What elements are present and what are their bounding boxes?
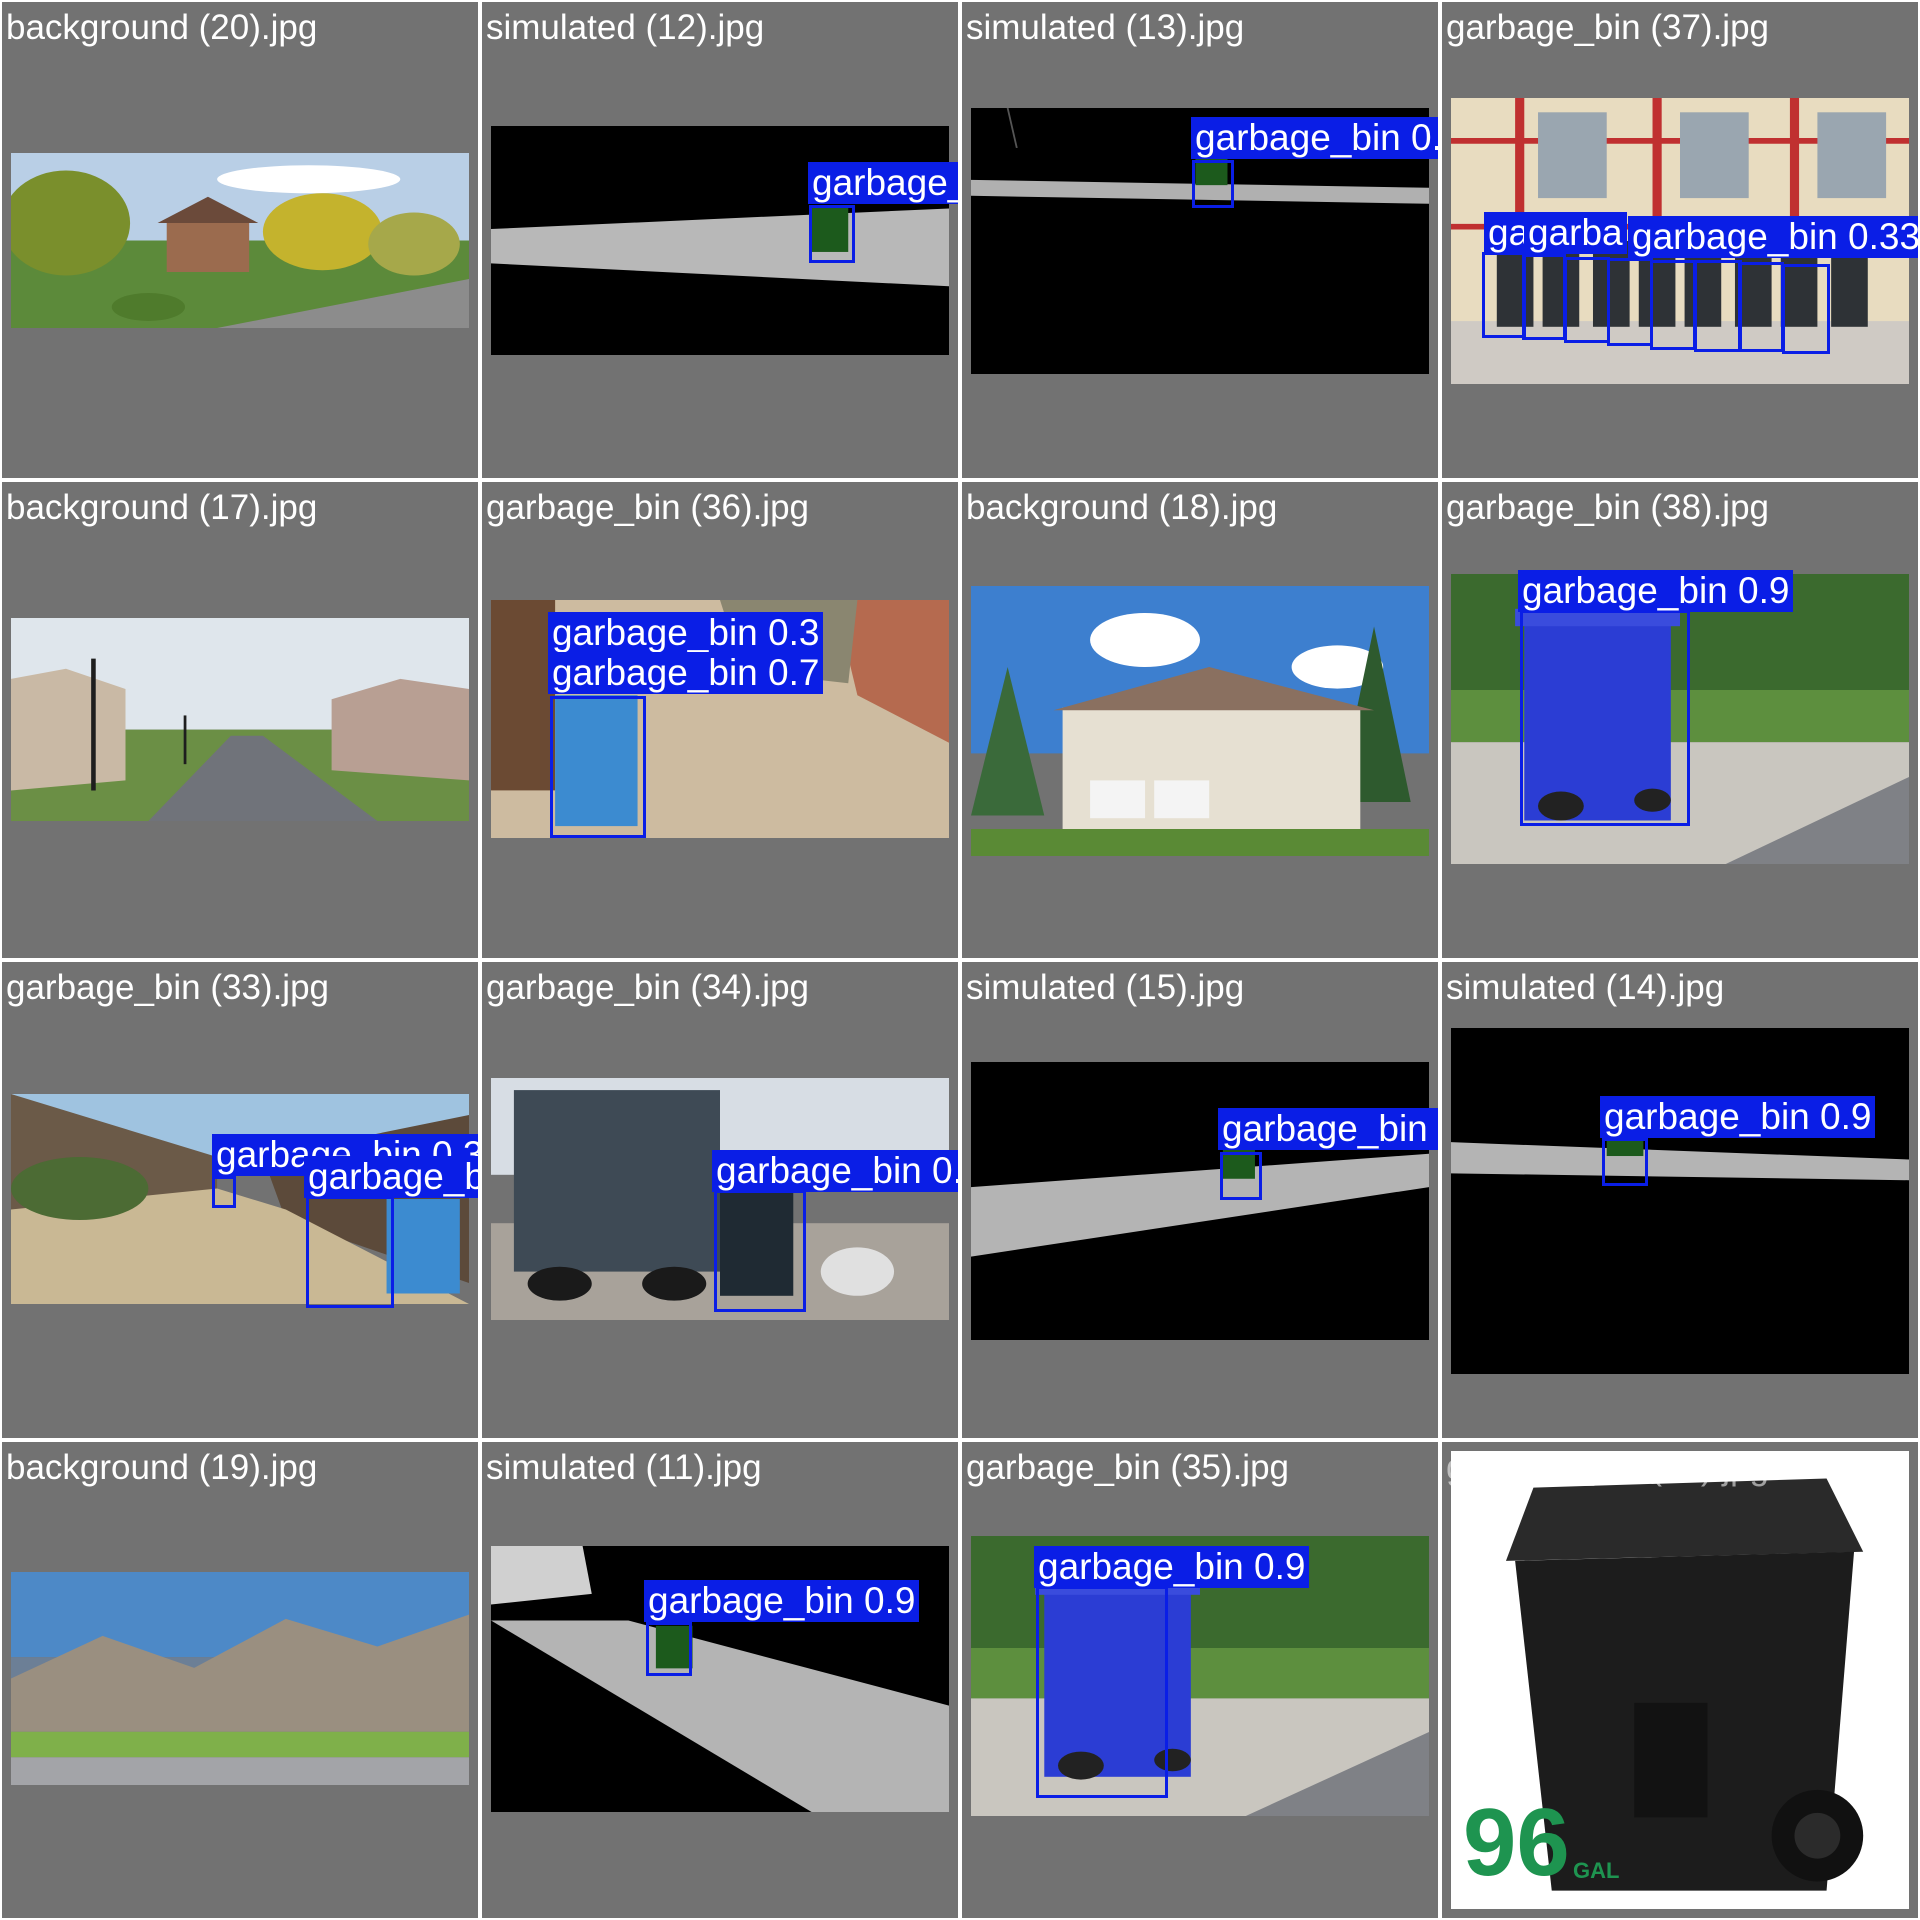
tile-garbage-bin-38: garbage_bin (38).jpg garbage_bin 0.9 <box>1442 482 1918 958</box>
tile-filename: background (17).jpg <box>6 488 318 527</box>
detection-label: garbage_bin 0.9 <box>712 1150 958 1192</box>
detection-label: garbage_bin 1.0 <box>1218 1108 1438 1150</box>
photo-blue-bin-along-fence <box>11 1094 469 1304</box>
tile-background-19: background (19).jpg <box>2 1442 478 1918</box>
photo-simulated-road <box>1451 1028 1909 1374</box>
photo-simulated-road <box>491 126 949 355</box>
tile-garbage-bin-34: garbage_bin (34).jpg garbage_bin 0.9 <box>482 962 958 1438</box>
capacity-number: 96 <box>1463 1789 1570 1896</box>
tile-garbage-bin-39: 96 GAL garbage_bin (39).jpg <box>1442 1442 1918 1918</box>
tile-filename: garbage_bin (39).jpg <box>1446 1448 1770 1487</box>
photo-row-of-townhouses <box>11 1572 469 1785</box>
capacity-unit: GAL <box>1573 1859 1619 1883</box>
tile-simulated-13: simulated (13).jpg garbage_bin 0.9 <box>962 2 1438 478</box>
photo-black-96-gallon-cart: 96 GAL <box>1451 1451 1909 1909</box>
tile-filename: garbage_bin (33).jpg <box>6 968 330 1007</box>
tile-simulated-12: simulated (12).jpg garbage_bin 0.9 <box>482 2 958 478</box>
tile-filename: simulated (11).jpg <box>486 1448 762 1487</box>
tile-filename: simulated (13).jpg <box>966 8 1245 47</box>
detection-label: garbage_bin 0.9 <box>1034 1546 1310 1588</box>
tile-garbage-bin-35: garbage_bin (35).jpg garbage_bin 0.9 <box>962 1442 1438 1918</box>
tile-filename: garbage_bin (38).jpg <box>1446 488 1770 527</box>
detection-label: garbage_bin 0.9 <box>644 1580 920 1622</box>
photo-garbage-truck-and-bin <box>491 1078 949 1320</box>
detection-label: garba <box>1524 212 1627 254</box>
tile-background-20: background (20).jpg <box>2 2 478 478</box>
tile-filename: simulated (15).jpg <box>966 968 1245 1007</box>
tile-filename: background (19).jpg <box>6 1448 318 1487</box>
tile-filename: simulated (14).jpg <box>1446 968 1725 1007</box>
photo-simulated-road <box>971 1062 1429 1340</box>
tile-filename: garbage_bin (36).jpg <box>486 488 810 527</box>
tile-garbage-bin-33: garbage_bin (33).jpg garbage_bin 0.3 gar… <box>2 962 478 1438</box>
tile-simulated-15: simulated (15).jpg garbage_bin 1.0 <box>962 962 1438 1438</box>
detection-label: garbage_bin 0.3 <box>548 612 824 654</box>
photo-suburban-street-trees <box>11 153 469 328</box>
detection-label: garbage_bin 0.9 <box>1518 570 1794 612</box>
photo-blue-bin-on-sidewalk <box>1451 574 1909 864</box>
tile-filename: background (20).jpg <box>6 8 318 47</box>
tile-garbage-bin-37: garbage_bin (37).jpg <box>1442 2 1918 478</box>
detection-label: garbage_bin 0.9 <box>1191 117 1438 159</box>
photo-two-storey-house <box>971 586 1429 856</box>
tile-filename: garbage_bin (35).jpg <box>966 1448 1290 1487</box>
detection-label: garbage_bin 0.9 <box>1600 1096 1876 1138</box>
tile-simulated-14: simulated (14).jpg garbage_bin 0.9 <box>1442 962 1918 1438</box>
tile-filename: background (18).jpg <box>966 488 1278 527</box>
tile-filename: garbage_bin (37).jpg <box>1446 8 1770 47</box>
tile-filename: garbage_bin (34).jpg <box>486 968 810 1007</box>
detection-label: garbage_bin 0.7 <box>548 652 824 694</box>
tile-background-17: background (17).jpg <box>2 482 478 958</box>
tile-garbage-bin-36: garbage_bin (36).jpg garbage_bin 0.3 gar… <box>482 482 958 958</box>
tile-filename: simulated (12).jpg <box>486 8 765 47</box>
detection-label: garbage_bin 0.33 <box>1628 216 1918 258</box>
tile-simulated-11: simulated (11).jpg garbage_bin 0.9 <box>482 1442 958 1918</box>
photo-residential-road-lamps <box>11 618 469 821</box>
detection-label: garbage_bin 0.9 <box>808 162 958 204</box>
tile-background-18: background (18).jpg <box>962 482 1438 958</box>
detection-label: garbage_bin 0.8 <box>304 1156 478 1198</box>
